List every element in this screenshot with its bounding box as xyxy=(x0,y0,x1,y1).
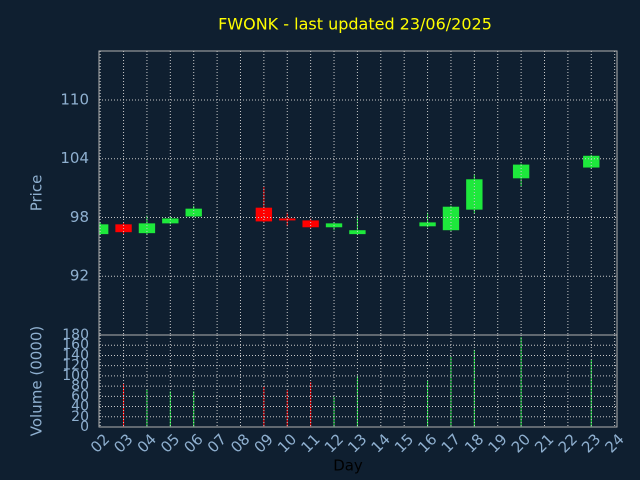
y-tick-label: 80 xyxy=(71,378,89,394)
y-tick-label: 92 xyxy=(70,267,89,285)
candle-body xyxy=(162,218,179,224)
y-tick-label: 40 xyxy=(71,399,89,415)
y-tick-label: 104 xyxy=(60,149,89,167)
y-tick-label: 160 xyxy=(62,337,89,353)
volume-bar xyxy=(333,396,335,427)
candle-body xyxy=(442,206,460,231)
x-axis-label: Day xyxy=(333,457,363,475)
volume-bar xyxy=(590,360,592,427)
volume-bar xyxy=(123,384,125,427)
volume-bar xyxy=(473,349,475,427)
y-tick-label: 110 xyxy=(60,90,89,108)
volume-bar xyxy=(263,386,265,427)
volume-bar xyxy=(286,390,288,427)
volume-bar xyxy=(193,391,195,427)
y-tick-label: 100 xyxy=(62,368,89,384)
candle-body xyxy=(185,208,202,217)
chart-title: FWONK - last updated 23/06/2025 xyxy=(218,15,492,34)
volume-bar xyxy=(146,389,148,427)
candle-body xyxy=(349,230,366,235)
candle-body xyxy=(583,155,600,168)
y-tick-label: 140 xyxy=(62,347,89,363)
candle-body xyxy=(99,224,109,235)
candle-body xyxy=(466,179,483,210)
candle-body xyxy=(302,220,319,228)
y-tick-label: 20 xyxy=(71,409,89,425)
y-tick-label: 180 xyxy=(62,327,89,343)
y-tick-label: 120 xyxy=(62,358,89,374)
y-tick-label: 0 xyxy=(80,419,89,435)
volume-bar xyxy=(169,391,171,427)
y-tick-label: 98 xyxy=(70,208,89,226)
y-tick-label: 60 xyxy=(71,388,89,404)
y-axis-label: Price xyxy=(28,175,46,212)
volume-bar xyxy=(450,356,452,427)
volume-bar xyxy=(520,337,522,427)
candle-body xyxy=(419,222,436,227)
plot-frame xyxy=(98,334,618,428)
y-axis-label: Volume (0000) xyxy=(28,326,46,436)
